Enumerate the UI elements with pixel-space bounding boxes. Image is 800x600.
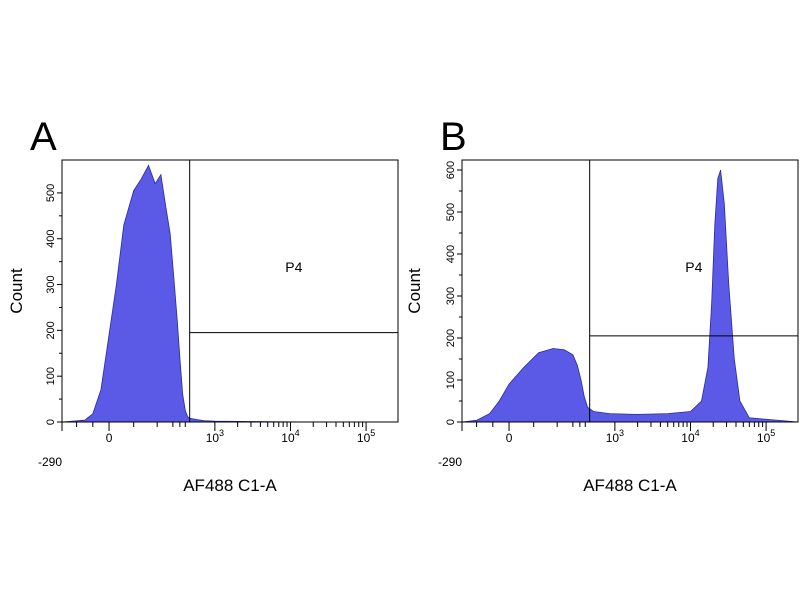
y-tick-label: 300 — [445, 287, 457, 305]
x-tick-exponent: 5 — [770, 428, 775, 438]
x-tick-label: -290 — [38, 455, 62, 469]
x-tick-exponent: 3 — [619, 428, 624, 438]
plot-frame — [461, 159, 799, 423]
x-tick-base: 10 — [757, 431, 771, 445]
histogram-area — [61, 164, 398, 423]
x-tick-label: 105 — [357, 428, 375, 445]
y-axis-title: Count — [7, 268, 26, 314]
x-tick-label: 104 — [281, 428, 299, 445]
gate-label: P4 — [685, 259, 702, 275]
y-tick-label: 100 — [445, 371, 457, 389]
x-tick-label: 0 — [106, 431, 113, 445]
x-tick-base: 10 — [681, 431, 695, 445]
y-tick-label: 0 — [45, 419, 57, 425]
x-tick-label: 104 — [681, 428, 699, 445]
y-axis-title: Count — [405, 268, 424, 314]
x-tick-label: 103 — [606, 428, 624, 445]
x-tick-base: 10 — [281, 431, 295, 445]
panel-label: A — [30, 115, 57, 159]
y-tick-label: 600 — [445, 161, 457, 179]
histogram-area — [461, 169, 799, 423]
panel-label: B — [440, 115, 467, 159]
y-tick-label: 500 — [445, 203, 457, 221]
x-tick-label: 0 — [506, 431, 513, 445]
y-tick-label: 100 — [45, 367, 57, 385]
x-tick-base: 10 — [357, 431, 371, 445]
x-tick-label: 103 — [206, 428, 224, 445]
x-tick-label: -290 — [438, 455, 462, 469]
y-tick-label: 400 — [445, 245, 457, 263]
x-tick-exponent: 5 — [370, 428, 375, 438]
x-tick-base: 10 — [206, 431, 220, 445]
y-tick-label: 200 — [445, 329, 457, 347]
y-tick-label: 300 — [45, 275, 57, 293]
y-tick-label: 0 — [445, 419, 457, 425]
y-tick-label: 500 — [45, 184, 57, 202]
x-tick-exponent: 4 — [295, 428, 300, 438]
y-tick-label: 400 — [45, 230, 57, 248]
x-tick-label: 105 — [757, 428, 775, 445]
gate-label: P4 — [285, 259, 302, 275]
y-tick-label: 200 — [45, 321, 57, 339]
x-axis-title: AF488 C1-A — [183, 476, 277, 495]
x-tick-exponent: 4 — [695, 428, 700, 438]
x-tick-base: 10 — [606, 431, 620, 445]
x-tick-exponent: 3 — [219, 428, 224, 438]
plot-frame — [61, 159, 399, 423]
x-axis-title: AF488 C1-A — [583, 476, 677, 495]
